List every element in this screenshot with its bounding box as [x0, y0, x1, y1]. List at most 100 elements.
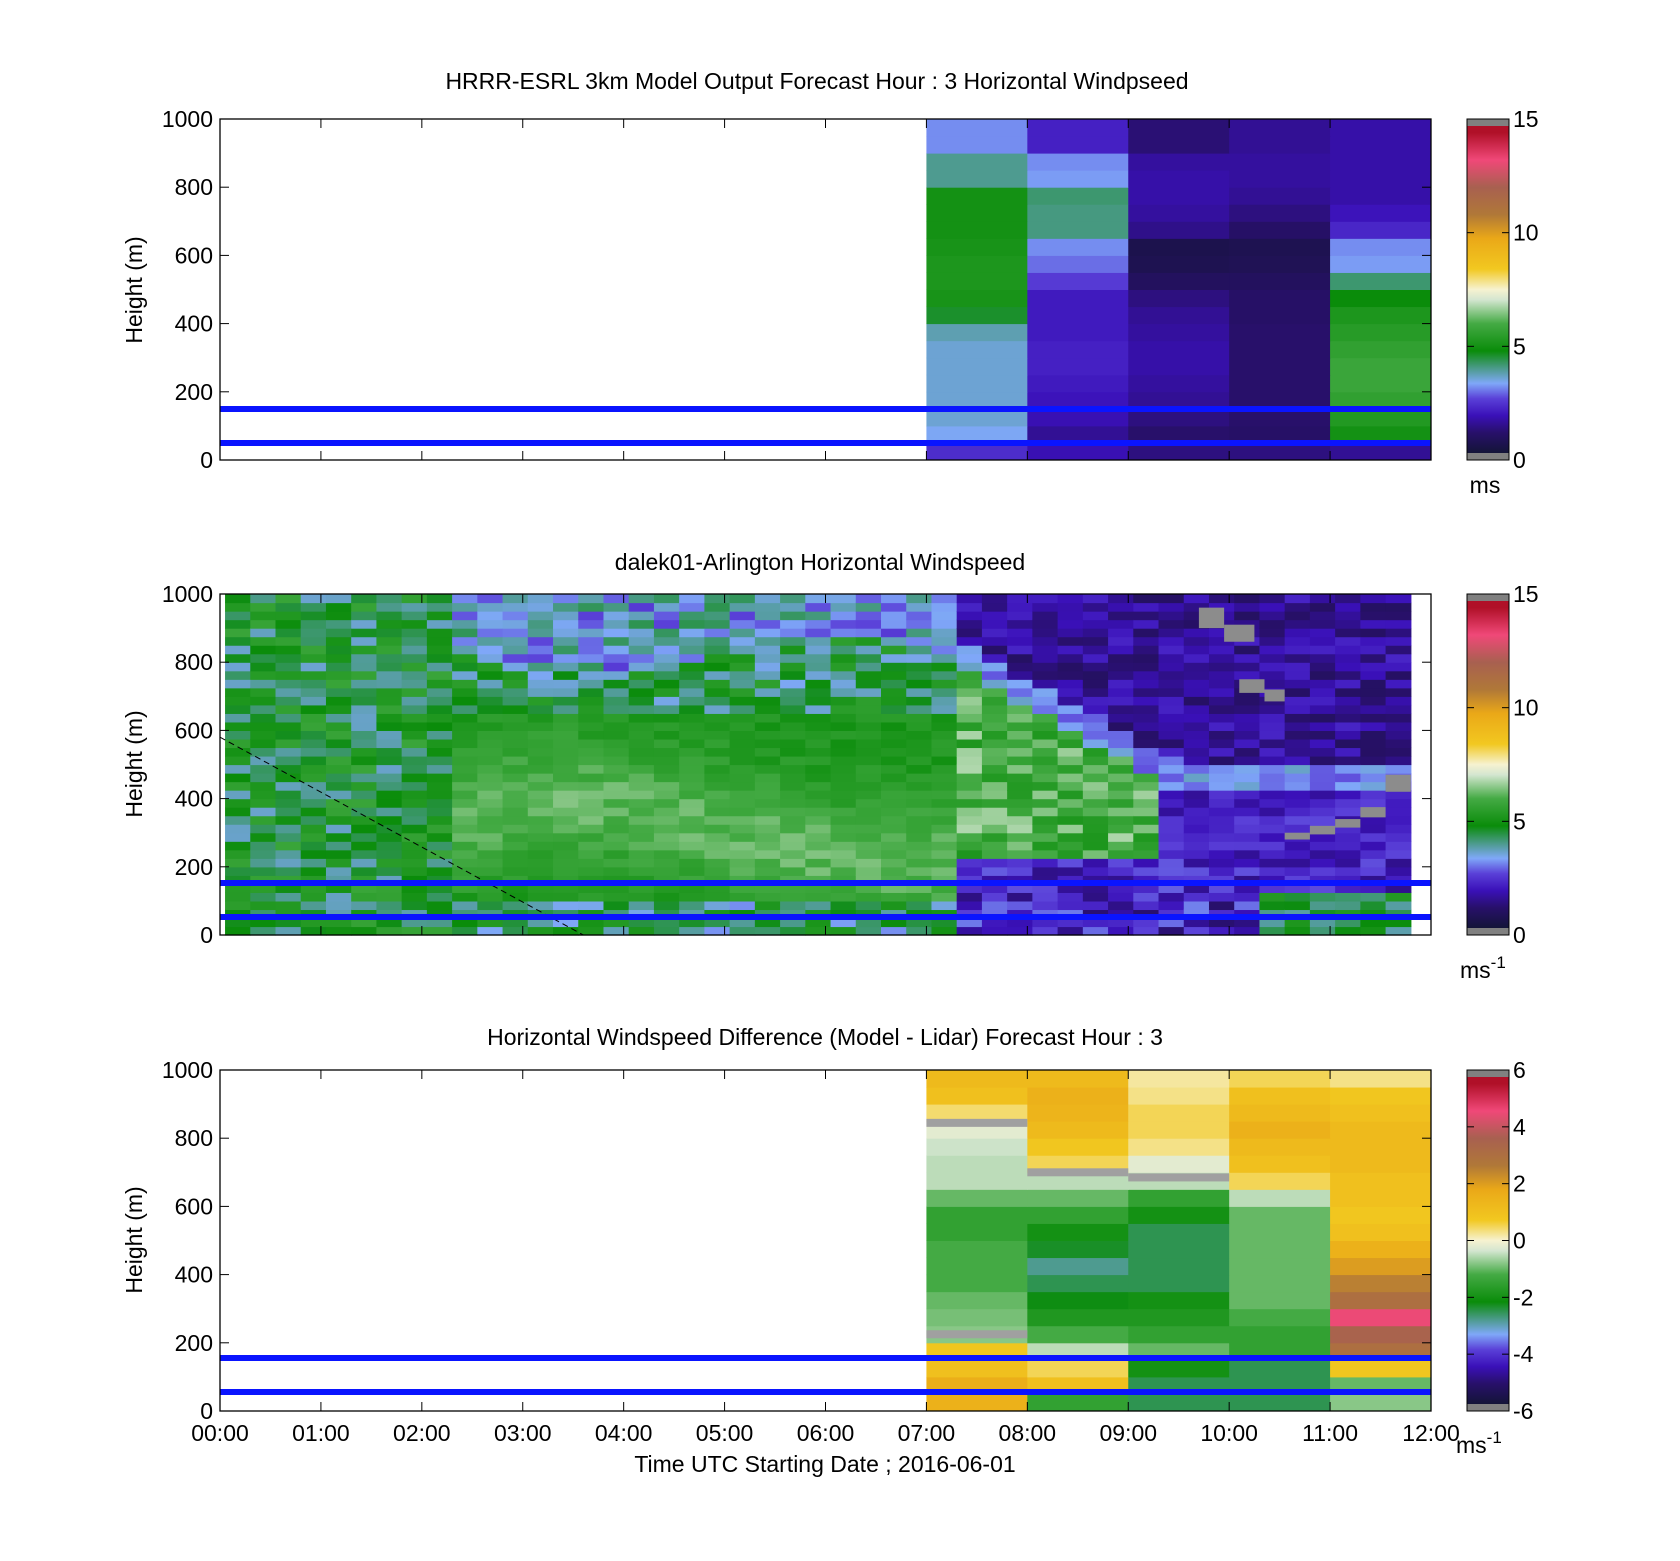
heatmap-cell: [1158, 628, 1185, 638]
heatmap-cell: [881, 628, 907, 638]
heatmap-cell: [1208, 755, 1235, 766]
heatmap-cell: [275, 866, 302, 876]
heatmap-cell: [1229, 272, 1331, 290]
heatmap-cell: [805, 866, 832, 876]
heatmap-cell: [1259, 636, 1286, 646]
heatmap-cell: [527, 849, 554, 859]
heatmap-cell: [275, 781, 302, 791]
heatmap-cell: [426, 926, 453, 936]
heatmap-cell: [1259, 670, 1286, 680]
missing-data-block: [1198, 607, 1225, 629]
heatmap-cell: [729, 883, 756, 893]
heatmap-cell: [1032, 619, 1059, 629]
heatmap-cell: [1229, 391, 1331, 410]
heatmap-cell: [679, 738, 705, 749]
heatmap-cell: [1284, 653, 1311, 663]
heatmap-cell: [956, 602, 983, 612]
heatmap-cell: [527, 866, 554, 876]
heatmap-cell: [527, 687, 554, 697]
heatmap-cell: [805, 764, 832, 774]
heatmap-cell: [502, 815, 529, 825]
heatmap-cell: [704, 900, 731, 911]
heatmap-cell: [401, 926, 428, 936]
heatmap-cell: [1128, 1359, 1230, 1378]
heatmap-cell: [1385, 798, 1412, 808]
heatmap-cell: [830, 602, 857, 612]
heatmap-cell: [1108, 849, 1134, 859]
heatmap-cell: [931, 926, 958, 936]
heatmap-cell: [452, 628, 478, 638]
heatmap-cell: [225, 636, 251, 646]
heatmap-cell: [1158, 832, 1185, 842]
heatmap-cell: [855, 662, 882, 672]
heatmap-cell: [426, 704, 453, 714]
heatmap-cell: [805, 832, 832, 842]
heatmap-cell: [325, 892, 352, 902]
heatmap-cell: [351, 755, 378, 766]
heatmap-cell: [603, 730, 630, 740]
missing-data-block: [1360, 807, 1386, 818]
heatmap-cell: [881, 687, 907, 697]
heatmap-cell: [1234, 602, 1261, 612]
heatmap-cell: [1158, 807, 1185, 817]
heatmap-cell: [729, 594, 756, 604]
heatmap-cell: [477, 755, 504, 766]
heatmap-cell: [1234, 645, 1261, 655]
heatmap-cell: [527, 841, 554, 851]
heatmap-cell: [805, 858, 832, 868]
heatmap-cell: [1057, 807, 1084, 817]
heatmap-cell: [956, 815, 983, 825]
heatmap-cell: [225, 602, 251, 612]
heatmap-cell: [1360, 730, 1387, 740]
x-tick-label: 05:00: [696, 1420, 754, 1446]
heatmap-cell: [426, 645, 453, 655]
x-tick-label: 10:00: [1200, 1420, 1258, 1446]
heatmap-cell: [1082, 662, 1109, 672]
heatmap-cell: [578, 875, 605, 885]
heatmap-cell: [628, 909, 655, 919]
heatmap-cell: [1229, 306, 1331, 325]
heatmap-cell: [1007, 900, 1033, 911]
heatmap-cell: [603, 900, 630, 911]
heatmap-cell: [1234, 790, 1261, 800]
heatmap-cell: [376, 704, 403, 714]
heatmap-cell: [300, 866, 327, 876]
heatmap-cell: [1108, 662, 1134, 672]
heatmap-cell: [603, 611, 630, 621]
heatmap-cell: [1057, 619, 1084, 629]
heatmap-cell: [1108, 917, 1134, 928]
heatmap-cell: [502, 611, 529, 621]
heatmap-cell: [1385, 909, 1412, 919]
heatmap-cell: [401, 764, 428, 774]
heatmap-cell: [704, 883, 731, 893]
heatmap-cell: [527, 832, 554, 842]
heatmap-cell: [956, 704, 983, 714]
heatmap-cell: [1335, 807, 1361, 817]
heatmap-cell: [351, 636, 378, 646]
heatmap-cell: [401, 713, 428, 723]
heatmap-cell: [780, 764, 806, 774]
heatmap-cell: [452, 807, 478, 817]
heatmap-cell: [477, 866, 504, 876]
heatmap-cell: [729, 730, 756, 740]
heatmap-cell: [1208, 798, 1235, 808]
heatmap-cell: [1360, 704, 1387, 714]
heatmap-cell: [956, 721, 983, 731]
heatmap-cell: [401, 687, 428, 697]
heatmap-cell: [1309, 798, 1336, 808]
heatmap-cell: [931, 832, 958, 842]
heatmap-cell: [1385, 730, 1412, 740]
heatmap-cell: [502, 738, 529, 749]
heatmap-cell: [1057, 738, 1084, 749]
heatmap-cell: [553, 917, 579, 928]
heatmap-cell: [1229, 1104, 1331, 1122]
heatmap-cell: [527, 824, 554, 834]
heatmap-cell: [325, 687, 352, 697]
heatmap-cell: [1284, 858, 1311, 868]
heatmap-cell: [376, 815, 403, 825]
heatmap-cell: [452, 721, 478, 731]
heatmap-cell: [1309, 909, 1336, 919]
heatmap-cell: [1360, 602, 1387, 612]
heatmap-cell: [1259, 602, 1286, 612]
heatmap-cell: [300, 594, 327, 604]
